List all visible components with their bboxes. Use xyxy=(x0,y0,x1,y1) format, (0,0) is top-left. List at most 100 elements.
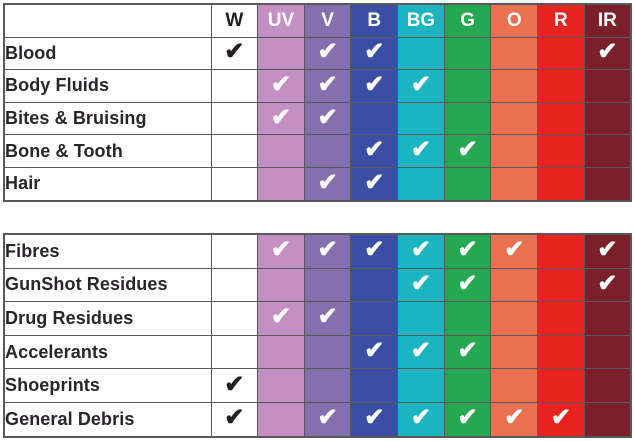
check-icon: ✔ xyxy=(410,337,431,365)
cell-W xyxy=(210,233,259,269)
column-header-IR: IR xyxy=(583,3,632,38)
cell-IR xyxy=(583,334,632,370)
cell-O: ✔ xyxy=(490,233,539,269)
cell-V xyxy=(303,134,352,168)
cell-B: ✔ xyxy=(350,401,399,438)
row-label: Shoeprints xyxy=(5,375,101,396)
check-icon: ✔ xyxy=(270,303,292,331)
cell-V xyxy=(303,334,352,370)
cell-O xyxy=(490,267,539,303)
cell-IR xyxy=(583,301,632,336)
check-icon: ✔ xyxy=(270,236,292,264)
cell-G xyxy=(443,368,492,403)
cell-W xyxy=(210,334,259,370)
check-icon: ✔ xyxy=(504,404,525,432)
cell-R xyxy=(537,301,585,336)
table-row: Blood ✔ ✔ ✔ ✔ xyxy=(3,36,632,71)
cell-R xyxy=(537,368,585,403)
row-label-cell: Body Fluids xyxy=(3,69,212,103)
check-icon: ✔ xyxy=(317,404,338,432)
cell-G: ✔ xyxy=(443,267,492,303)
cell-V: ✔ xyxy=(303,101,352,136)
cell-R xyxy=(537,267,585,303)
cell-O xyxy=(490,134,539,168)
check-icon: ✔ xyxy=(224,38,245,66)
cell-W xyxy=(210,69,259,103)
row-label-cell: Accelerants xyxy=(3,334,212,370)
row-label: Blood xyxy=(5,42,57,63)
cell-G: ✔ xyxy=(443,334,492,370)
check-icon: ✔ xyxy=(457,236,478,264)
cell-W xyxy=(210,134,259,168)
row-label-cell: Hair xyxy=(3,166,212,202)
cell-R xyxy=(537,101,585,136)
table-row: Body Fluids ✔ ✔ ✔ ✔ xyxy=(3,69,632,103)
cell-R: ✔ xyxy=(537,401,585,438)
check-icon: ✔ xyxy=(317,236,338,264)
check-icon: ✔ xyxy=(597,236,618,264)
check-icon: ✔ xyxy=(550,404,571,432)
column-header-UV: UV xyxy=(257,3,305,38)
table-row: Fibres ✔ ✔ ✔ ✔ ✔ ✔ ✔ xyxy=(3,233,632,269)
cell-G xyxy=(443,69,492,103)
cell-G: ✔ xyxy=(443,134,492,168)
cell-BG: ✔ xyxy=(397,134,445,168)
cell-V: ✔ xyxy=(303,69,352,103)
row-label-cell: GunShot Residues xyxy=(3,267,212,303)
cell-UV xyxy=(257,334,305,370)
bottom-table: Fibres ✔ ✔ ✔ ✔ ✔ ✔ ✔ GunShot Residues ✔ ✔ ✔ Drug Res… xyxy=(3,233,632,438)
row-label-cell: Blood xyxy=(3,36,212,71)
cell-UV xyxy=(257,401,305,438)
cell-B: ✔ xyxy=(350,69,399,103)
check-icon: ✔ xyxy=(224,404,245,432)
table-row: Bone & Tooth ✔ ✔ ✔ xyxy=(3,134,632,168)
cell-G: ✔ xyxy=(443,401,492,438)
column-header-V: V xyxy=(303,3,352,38)
check-icon: ✔ xyxy=(410,236,431,264)
cell-B: ✔ xyxy=(350,166,399,202)
cell-R xyxy=(537,134,585,168)
table-row: Accelerants ✔ ✔ ✔ xyxy=(3,334,632,370)
cell-R xyxy=(537,334,585,370)
cell-R xyxy=(537,36,585,71)
check-icon: ✔ xyxy=(410,136,431,164)
cell-G: ✔ xyxy=(443,233,492,269)
column-header-R: R xyxy=(537,3,585,38)
table-row: General Debris ✔ ✔ ✔ ✔ ✔ ✔ ✔ xyxy=(3,401,632,438)
check-icon: ✔ xyxy=(597,38,618,66)
cell-IR xyxy=(583,166,632,202)
cell-UV xyxy=(257,267,305,303)
cell-B: ✔ xyxy=(350,334,399,370)
row-label-cell: Shoeprints xyxy=(3,368,212,403)
cell-G xyxy=(443,36,492,71)
cell-B xyxy=(350,368,399,403)
cell-W xyxy=(210,301,259,336)
row-label: GunShot Residues xyxy=(5,274,168,295)
cell-IR xyxy=(583,101,632,136)
check-icon: ✔ xyxy=(457,337,478,365)
cell-UV: ✔ xyxy=(257,101,305,136)
table-row: Bites & Bruising ✔ ✔ xyxy=(3,101,632,136)
cell-R xyxy=(537,69,585,103)
cell-O xyxy=(490,101,539,136)
cell-BG xyxy=(397,368,445,403)
cell-BG xyxy=(397,301,445,336)
cell-IR xyxy=(583,368,632,403)
cell-B: ✔ xyxy=(350,36,399,71)
row-label: Hair xyxy=(5,173,41,194)
row-label-cell: Bites & Bruising xyxy=(3,101,212,136)
cell-G xyxy=(443,166,492,202)
check-icon: ✔ xyxy=(317,38,338,66)
cell-IR xyxy=(583,69,632,103)
cell-IR xyxy=(583,401,632,438)
cell-O xyxy=(490,334,539,370)
row-label-cell: Drug Residues xyxy=(3,301,212,336)
cell-V: ✔ xyxy=(303,166,352,202)
check-icon: ✔ xyxy=(364,70,385,98)
cell-UV: ✔ xyxy=(257,301,305,336)
row-label-cell: General Debris xyxy=(3,401,212,438)
cell-W xyxy=(210,166,259,202)
cell-UV: ✔ xyxy=(257,233,305,269)
cell-R xyxy=(537,233,585,269)
